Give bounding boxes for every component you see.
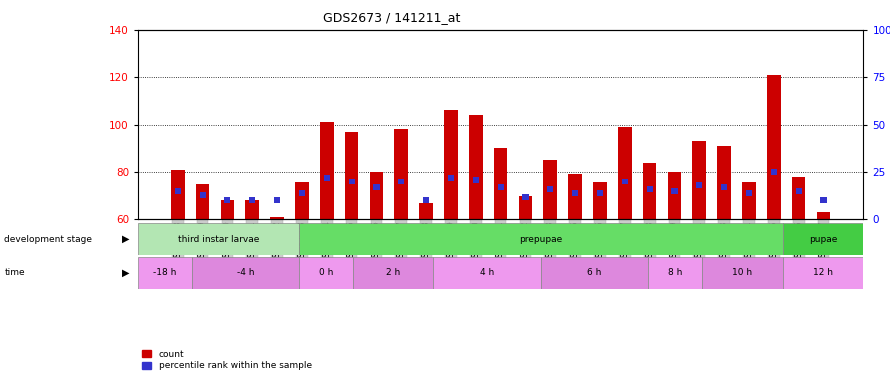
Bar bbox=[817, 212, 830, 219]
Text: 6 h: 6 h bbox=[587, 268, 602, 278]
Bar bbox=[544, 160, 557, 219]
Bar bbox=[742, 182, 756, 219]
Bar bbox=[246, 200, 259, 219]
Bar bbox=[622, 178, 627, 184]
Text: GDS2673 / 141211_at: GDS2673 / 141211_at bbox=[323, 11, 460, 24]
Bar bbox=[369, 172, 384, 219]
Bar bbox=[324, 175, 330, 181]
Bar bbox=[782, 223, 863, 255]
Bar bbox=[593, 182, 607, 219]
Bar bbox=[771, 169, 777, 175]
Bar bbox=[433, 257, 541, 289]
Bar bbox=[792, 177, 805, 219]
Bar bbox=[423, 198, 429, 203]
Bar bbox=[349, 178, 355, 184]
Text: time: time bbox=[4, 268, 25, 278]
Text: development stage: development stage bbox=[4, 235, 93, 244]
Text: ▶: ▶ bbox=[122, 234, 129, 244]
Bar bbox=[299, 257, 352, 289]
Bar bbox=[717, 146, 731, 219]
Bar bbox=[782, 257, 863, 289]
Text: -18 h: -18 h bbox=[153, 268, 176, 278]
Bar bbox=[394, 129, 409, 219]
Bar bbox=[821, 198, 827, 203]
Bar bbox=[196, 184, 209, 219]
Bar bbox=[344, 132, 359, 219]
Bar bbox=[692, 141, 706, 219]
Bar bbox=[643, 163, 657, 219]
Bar bbox=[569, 174, 582, 219]
Bar bbox=[746, 190, 752, 196]
Bar bbox=[171, 170, 184, 219]
Bar bbox=[352, 257, 433, 289]
Bar bbox=[721, 184, 727, 190]
Text: -4 h: -4 h bbox=[237, 268, 255, 278]
Bar bbox=[702, 257, 782, 289]
Bar bbox=[320, 122, 334, 219]
Bar bbox=[473, 177, 479, 183]
Text: third instar larvae: third instar larvae bbox=[178, 235, 259, 244]
Text: 12 h: 12 h bbox=[813, 268, 833, 278]
Bar bbox=[522, 194, 529, 200]
Bar bbox=[671, 188, 677, 194]
Bar bbox=[174, 188, 181, 194]
Bar bbox=[498, 184, 504, 190]
Bar bbox=[649, 257, 702, 289]
Bar bbox=[221, 200, 234, 219]
Bar bbox=[299, 190, 305, 196]
Text: pupae: pupae bbox=[809, 235, 837, 244]
Bar bbox=[138, 257, 191, 289]
Bar bbox=[541, 257, 649, 289]
Bar bbox=[696, 182, 702, 188]
Bar bbox=[494, 148, 507, 219]
Text: 10 h: 10 h bbox=[732, 268, 752, 278]
Bar bbox=[796, 188, 802, 194]
Bar bbox=[191, 257, 299, 289]
Bar bbox=[224, 198, 231, 203]
Text: 2 h: 2 h bbox=[386, 268, 400, 278]
Bar bbox=[444, 111, 457, 219]
Text: ▶: ▶ bbox=[122, 268, 129, 278]
Bar bbox=[199, 192, 206, 198]
Bar bbox=[249, 198, 255, 203]
Bar bbox=[398, 178, 404, 184]
Bar bbox=[419, 203, 433, 219]
Bar bbox=[274, 198, 280, 203]
Bar bbox=[469, 115, 482, 219]
Text: 8 h: 8 h bbox=[668, 268, 683, 278]
Bar bbox=[767, 75, 781, 219]
Bar bbox=[572, 190, 578, 196]
Bar bbox=[374, 184, 379, 190]
Bar bbox=[295, 182, 309, 219]
Bar bbox=[299, 223, 782, 255]
Bar bbox=[618, 127, 632, 219]
Bar bbox=[138, 223, 299, 255]
Text: 0 h: 0 h bbox=[319, 268, 333, 278]
Legend: count, percentile rank within the sample: count, percentile rank within the sample bbox=[142, 350, 312, 370]
Bar bbox=[597, 190, 603, 196]
Bar bbox=[547, 186, 554, 192]
Bar bbox=[668, 172, 682, 219]
Bar bbox=[519, 196, 532, 219]
Text: 4 h: 4 h bbox=[480, 268, 494, 278]
Text: prepupae: prepupae bbox=[519, 235, 562, 244]
Bar bbox=[646, 186, 652, 192]
Bar bbox=[271, 217, 284, 219]
Bar bbox=[448, 175, 454, 181]
